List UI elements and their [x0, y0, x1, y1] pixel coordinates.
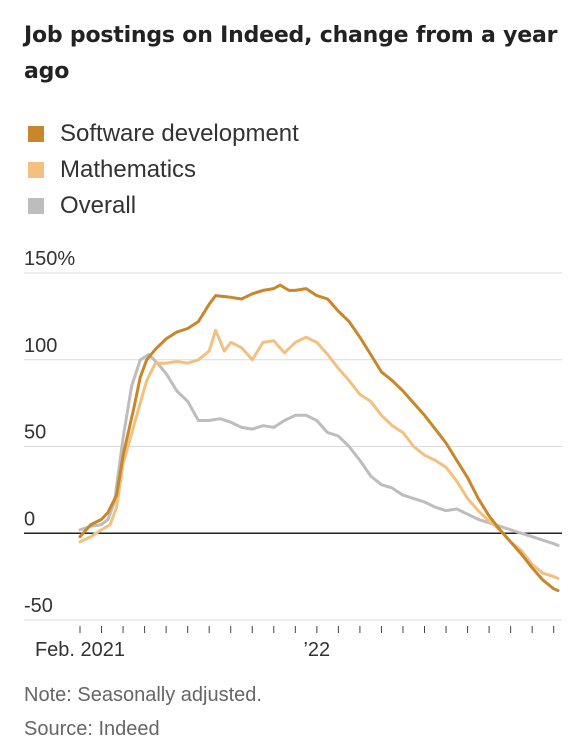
- line-chart: 150% 100 50 0 -50 Feb. 2021 ’22: [24, 248, 562, 661]
- legend-item-software-development: Software development: [28, 116, 299, 152]
- y-tick-label: 150%: [24, 248, 75, 270]
- note-text: Note: Seasonally adjusted.: [24, 684, 262, 706]
- legend-item-overall: Overall: [28, 188, 299, 224]
- x-tick-label: ’22: [303, 639, 330, 661]
- chart-notes: Note: Seasonally adjusted. Source: Indee…: [24, 678, 262, 746]
- legend-swatch-software-development: [28, 126, 44, 142]
- legend-label-software-development: Software development: [60, 120, 299, 147]
- y-tick-label: 0: [24, 508, 35, 530]
- y-tick-label: 100: [24, 335, 57, 357]
- legend-label-overall: Overall: [60, 192, 137, 219]
- y-tick-label: -50: [24, 595, 53, 617]
- source-text: Source: Indeed: [24, 718, 160, 740]
- legend-swatch-mathematics: [28, 162, 44, 178]
- series-line-mathematics: [78, 328, 560, 580]
- legend-item-mathematics: Mathematics: [28, 152, 299, 188]
- y-tick-label: 50: [24, 422, 46, 444]
- legend-label-mathematics: Mathematics: [60, 156, 197, 183]
- x-tick-label: Feb. 2021: [35, 639, 125, 661]
- chart-title: Job postings on Indeed, change from a ye…: [24, 23, 558, 84]
- chart-legend: Software development Mathematics Overall: [28, 116, 299, 224]
- legend-swatch-overall: [28, 198, 44, 214]
- series-line-software-development: [78, 283, 560, 592]
- series-line-overall: [78, 353, 560, 547]
